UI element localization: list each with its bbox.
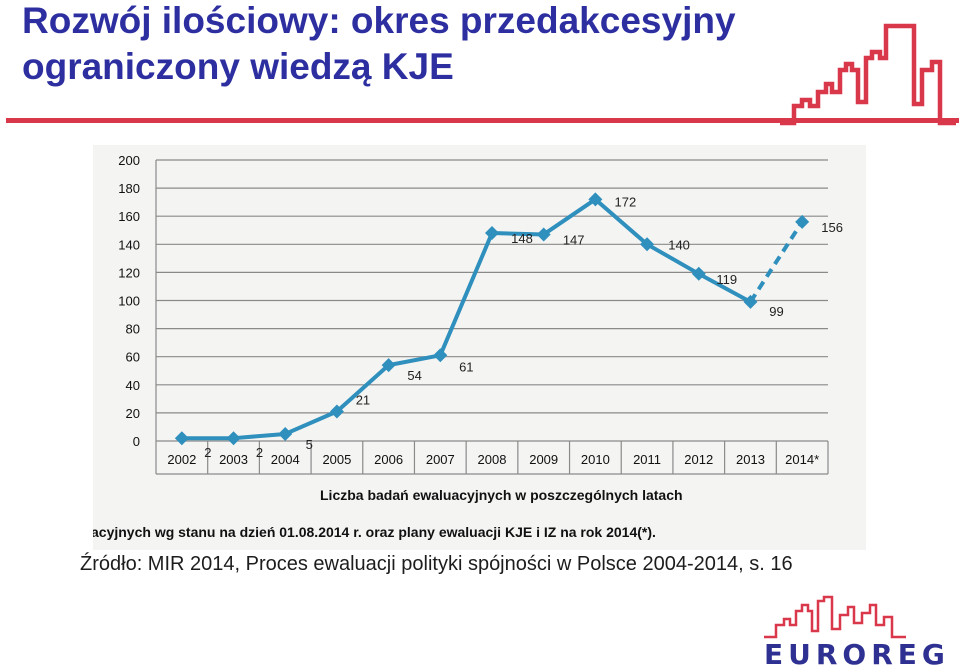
data-point-2013 [743,294,758,309]
data-point-2003 [226,431,241,446]
x-tick-label-2010: 2010 [581,452,610,467]
data-label-2013: 99 [769,304,783,319]
x-tick-label-2011: 2011 [633,452,661,467]
title-underline [6,118,959,123]
x-tick-label-2014*: 2014* [785,452,819,467]
slide-title: Rozwój ilościowy: okres przedakcesyjny o… [22,0,782,90]
y-tick-label: 0 [133,434,140,449]
x-tick-label-2004: 2004 [271,452,300,467]
data-point-2007 [433,348,448,363]
data-label-2009: 147 [563,232,585,247]
x-tick-label-2007: 2007 [426,452,455,467]
data-point-2012 [691,266,706,281]
data-point-2005 [329,404,344,419]
data-label-2014*: 156 [821,220,843,235]
source-citation: Źródło: MIR 2014, Proces ewaluacji polit… [80,553,793,575]
chart-title: Liczba badań ewaluacyjnych w poszczególn… [320,487,683,503]
data-point-2008 [485,226,499,241]
x-tick-label-2003: 2003 [219,452,248,467]
series [174,192,810,446]
x-tick-label-2002: 2002 [167,452,196,467]
series-line [181,197,752,441]
data-label-2012: 119 [716,272,737,287]
x-tick-label-2006: 2006 [374,452,403,467]
y-tick-label: 120 [118,265,140,280]
y-tick-label: 180 [118,181,140,196]
x-tick-label-2009: 2009 [529,452,558,467]
chart-caption: acyjnych wg stanu na dzień 01.08.2014 r.… [93,524,656,540]
y-tick-label: 60 [126,350,140,365]
data-label-2004: 5 [306,437,313,452]
data-point-2010 [588,192,603,207]
data-label-2010: 172 [615,194,637,209]
y-tick-label: 20 [126,406,140,421]
data-label-2008: 148 [511,231,533,246]
y-tick-label: 140 [118,237,140,252]
y-tick-label: 160 [118,209,140,224]
title-line-1: Rozwój ilościowy: okres przedakcesyjny [22,0,736,41]
data-point-2011 [640,237,655,252]
data-point-2006 [381,358,396,373]
title-line-2: ograniczony wiedzą KJE [22,46,454,87]
data-label-2006: 54 [407,368,421,383]
axes: 0 20 40 60 80 100 120 140 160 180 200 2002 2003 2004 2… [118,153,819,467]
y-tick-label: 80 [126,322,140,337]
series-line-projection [748,220,804,303]
data-label-2007: 61 [459,359,473,374]
data-point-2004 [278,426,293,441]
x-tick-label-2005: 2005 [322,452,351,467]
labels: 2 2 5 21 54 61 148 147 172 140 119 99 156 [204,194,843,460]
skyline-logo-icon [780,23,956,126]
chart-container: 0 20 40 60 80 100 120 140 160 180 200 2002 2003 2004 2… [93,145,866,550]
y-tick-label: 200 [118,153,140,168]
data-label-2003: 2 [256,445,263,460]
data-label-2011: 140 [668,237,690,252]
x-tick-label-2008: 2008 [478,452,507,467]
data-point-2014* [795,214,810,229]
data-point-2002 [174,431,189,446]
gridlines [155,159,829,475]
data-point-2009 [536,227,551,242]
x-tick-label-2013: 2013 [736,452,765,467]
data-label-2002: 2 [204,445,211,460]
data-label-2005: 21 [356,392,370,407]
euroreg-skyline-icon [764,595,906,639]
x-tick-label-2012: 2012 [684,452,713,467]
y-tick-label: 100 [118,294,140,309]
y-tick-label: 40 [126,378,140,393]
euroreg-logo-text: EUROREG [764,638,950,671]
